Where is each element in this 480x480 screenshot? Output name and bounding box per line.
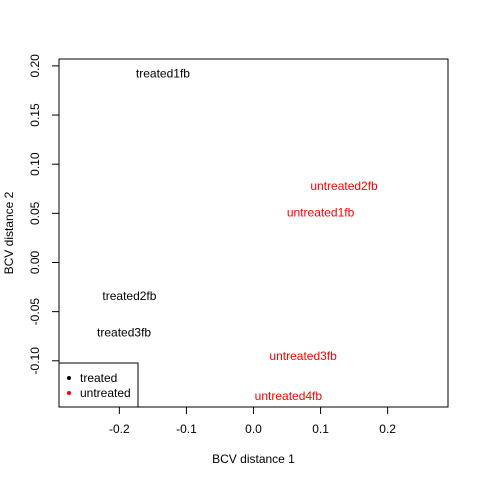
y-tick-label: -0.10 — [28, 347, 42, 375]
x-axis: -0.2 -0.1 0.0 0.1 0.2 — [109, 406, 396, 436]
legend-label: treated — [80, 371, 117, 385]
legend-box — [58, 362, 139, 408]
point-label: untreated4fb — [255, 389, 323, 403]
point-label: treated2fb — [102, 289, 156, 303]
point-label: untreated1fb — [287, 205, 355, 219]
x-tick-label: 0.0 — [245, 422, 262, 436]
x-tick-label: -0.1 — [176, 422, 197, 436]
y-tick-label: 0.20 — [28, 54, 42, 78]
y-tick-label: 0.05 — [28, 201, 42, 225]
y-tick-label: 0.15 — [28, 103, 42, 127]
x-tick-label: 0.2 — [379, 422, 396, 436]
y-tick-label: 0.10 — [28, 152, 42, 176]
legend-marker — [67, 376, 71, 380]
point-labels: treated1fb treated2fb treated3fb untreated1… — [97, 67, 378, 403]
y-axis-label: BCV distance 2 — [2, 191, 16, 274]
y-tick-label: -0.05 — [28, 298, 42, 326]
y-axis: -0.10 -0.05 0.00 0.05 0.10 0.15 0.20 — [28, 54, 60, 375]
y-tick-label: 0.00 — [28, 250, 42, 274]
x-axis-label: BCV distance 1 — [212, 452, 295, 466]
point-label: treated3fb — [97, 325, 151, 339]
x-tick-label: -0.2 — [109, 422, 130, 436]
legend-marker — [67, 391, 71, 395]
point-label: untreated2fb — [310, 179, 378, 193]
point-label: treated1fb — [136, 67, 190, 81]
legend-label: untreated — [80, 386, 131, 400]
point-label: untreated3fb — [269, 349, 337, 363]
x-tick-label: 0.1 — [312, 422, 329, 436]
